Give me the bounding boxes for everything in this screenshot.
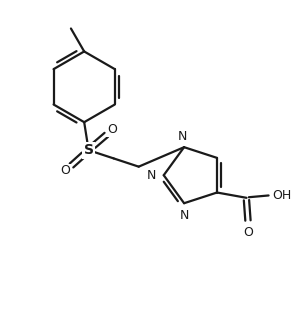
Text: OH: OH — [272, 189, 291, 202]
Text: S: S — [84, 143, 94, 157]
Text: O: O — [243, 226, 253, 239]
Text: O: O — [61, 164, 71, 177]
Text: N: N — [178, 130, 187, 143]
Text: N: N — [147, 169, 156, 182]
Text: N: N — [179, 209, 189, 222]
Text: O: O — [107, 123, 117, 136]
